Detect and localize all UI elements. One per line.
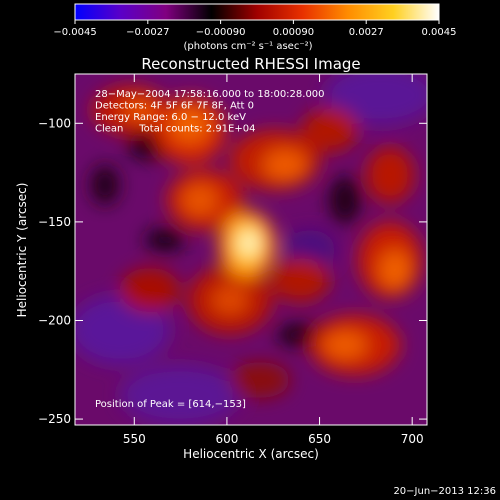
x-axis-ticks: 550 600 650 700	[123, 74, 424, 446]
y-axis-label: Heliocentric Y (arcsec)	[15, 183, 29, 318]
plot-frame	[74, 73, 428, 426]
colorbar-tick-label: −0.0027	[126, 27, 169, 38]
colorbar	[74, 3, 440, 21]
chart-title: Reconstructed RHESSI Image	[141, 55, 360, 73]
colorbar-tick-label: −0.00090	[196, 27, 246, 38]
heatmap-image	[75, 74, 427, 425]
x-tick-label: 650	[308, 432, 331, 446]
x-axis-label: Heliocentric X (arcsec)	[183, 447, 319, 461]
colorbar-tick-label: −0.0045	[53, 27, 96, 38]
annotation-line: 28−May−2004 17:58:16.000 to 18:00:28.000	[95, 89, 325, 100]
date-stamp: 20−Jun−2013 12:36	[393, 486, 496, 497]
colorbar-unit-label: (photons cm⁻² s⁻¹ asec⁻²)	[183, 41, 312, 52]
y-tick-label: −150	[38, 215, 71, 229]
y-axis-ticks: −100 −150 −200 −250	[38, 116, 427, 426]
x-tick-label: 550	[123, 432, 146, 446]
annotation-line: Energy Range: 6.0 − 12.0 keV	[95, 112, 246, 123]
colorbar-tick-label: 0.00090	[273, 27, 314, 38]
peak-position-label: Position of Peak = [614,−153]	[95, 399, 246, 410]
annotation-line: Clean Total counts: 2.91E+04	[95, 124, 255, 135]
y-tick-label: −250	[38, 412, 71, 426]
colorbar-tick-label: 0.0027	[349, 27, 384, 38]
x-tick-label: 700	[401, 432, 424, 446]
y-tick-label: −100	[38, 116, 71, 130]
x-tick-label: 600	[215, 432, 238, 446]
colorbar-tick-label: 0.0045	[422, 27, 457, 38]
annotation-line: Detectors: 4F 5F 6F 7F 8F, Att 0	[95, 101, 254, 112]
colorbar-ticks: −0.0045 −0.0027 −0.00090 0.00090 0.0027 0.004…	[53, 20, 457, 38]
y-tick-label: −200	[38, 313, 71, 327]
annotation-block: 28−May−2004 17:58:16.000 to 18:00:28.000…	[95, 89, 325, 135]
